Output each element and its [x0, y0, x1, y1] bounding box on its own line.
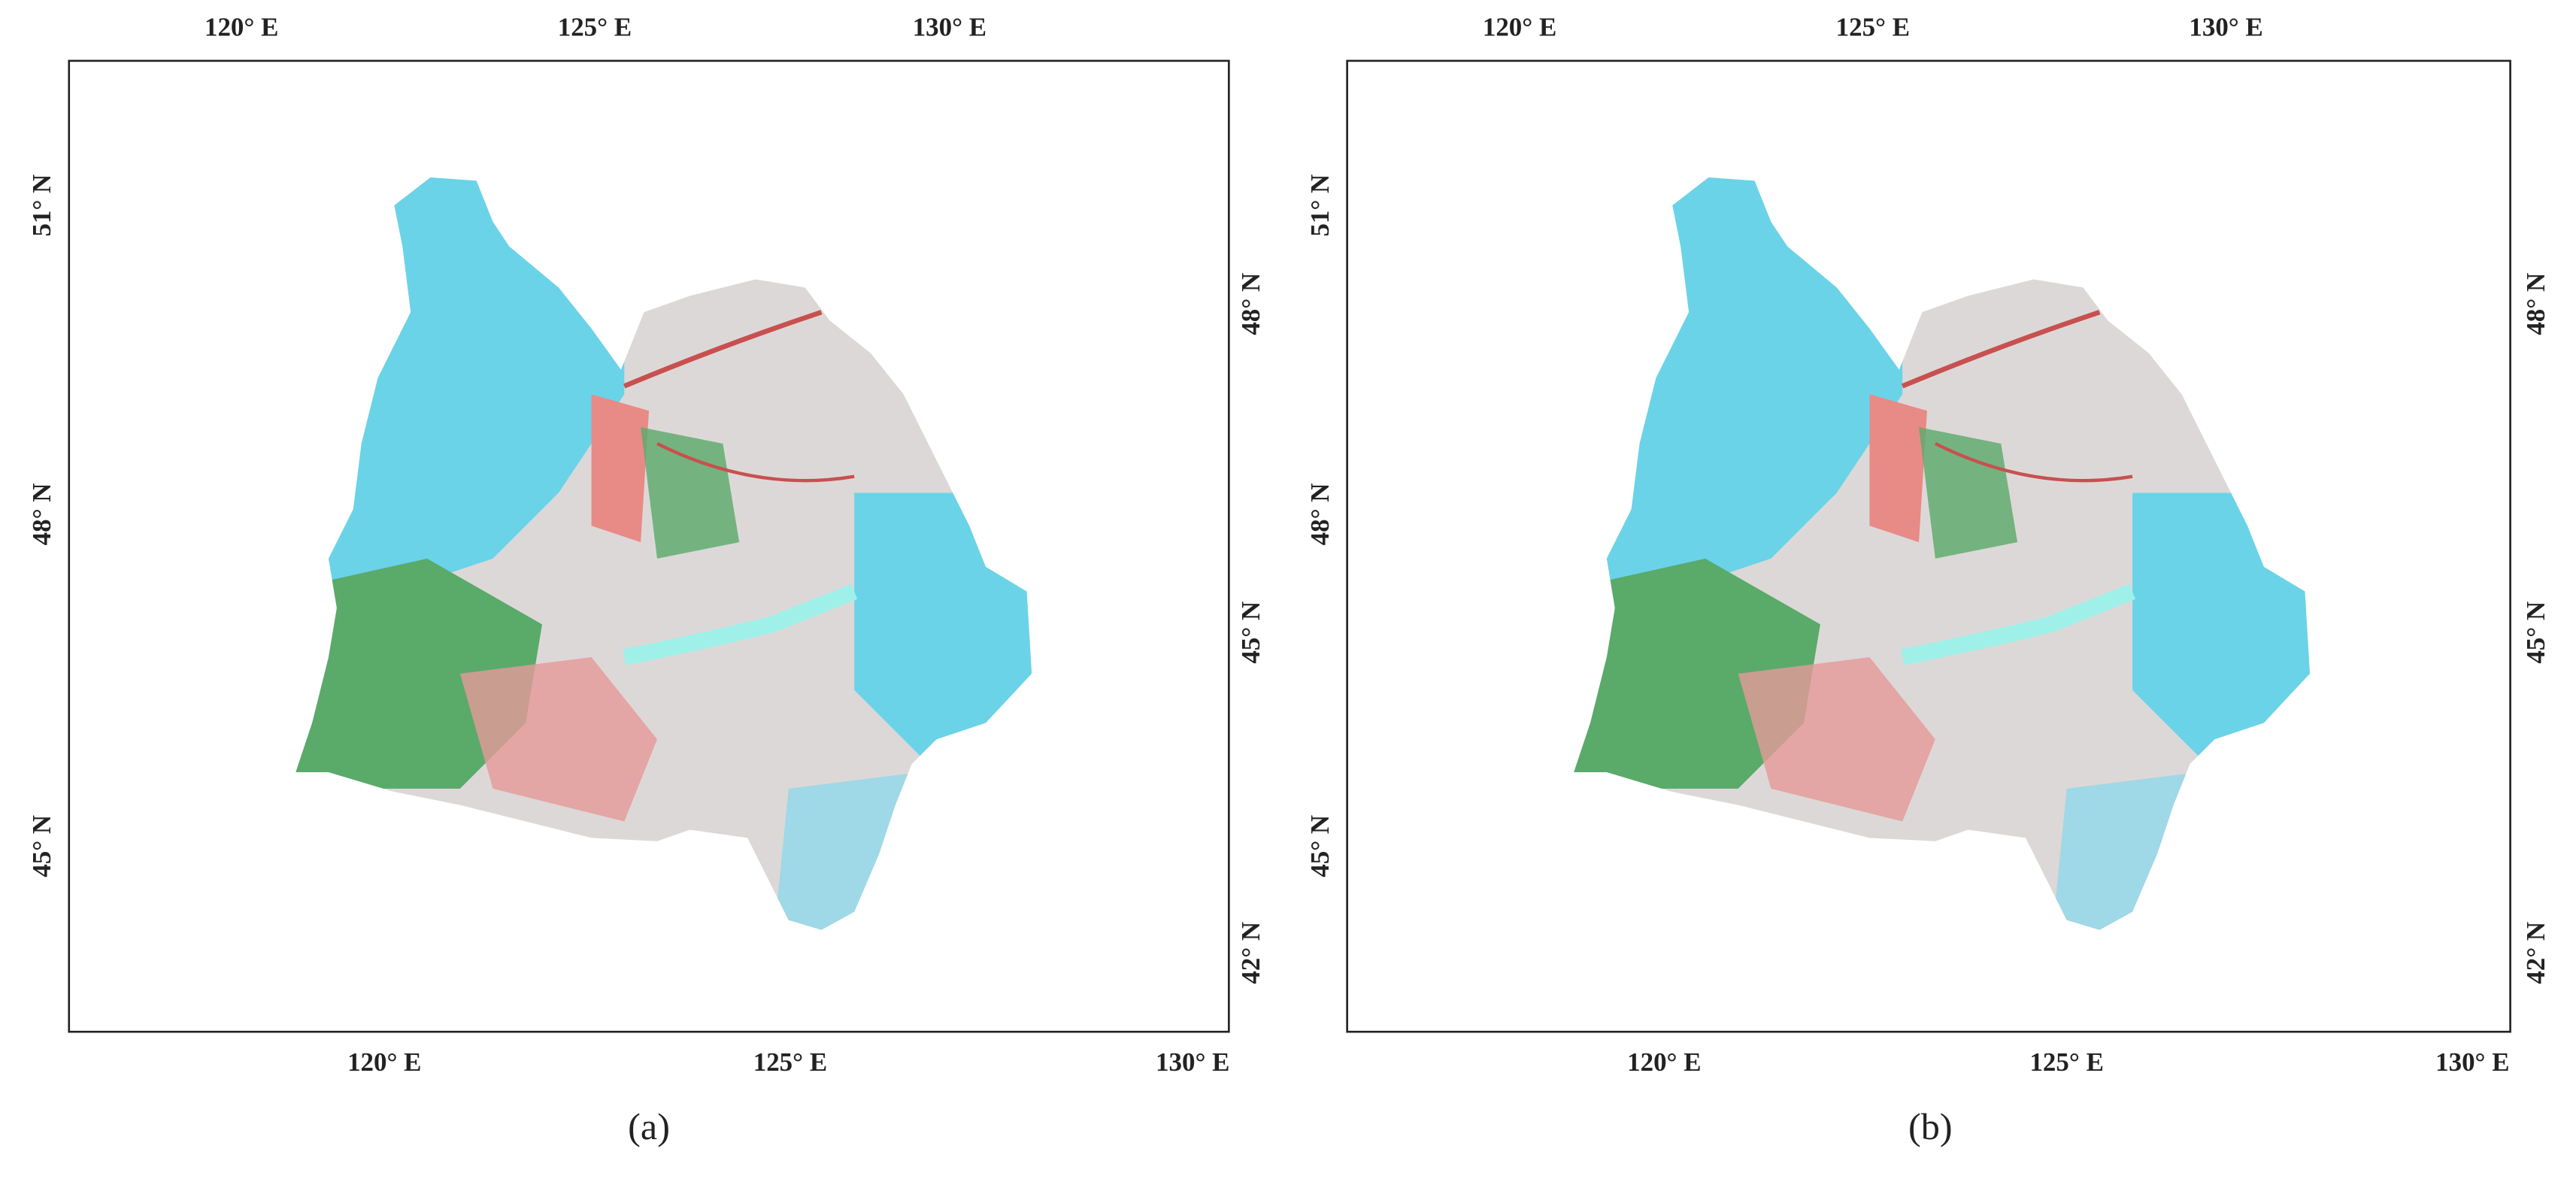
right-tick-label: 42° N: [1236, 922, 1265, 984]
bottom-tick-label: 120° E: [347, 1047, 421, 1077]
right-tick-label: 48° N: [1236, 273, 1265, 335]
top-tick-label: 125° E: [1836, 12, 1910, 41]
left-tick-label: 48° N: [27, 483, 56, 545]
right-tick-label: 42° N: [2521, 922, 2550, 984]
bottom-tick-label: 130° E: [1156, 1047, 1229, 1077]
top-tick-label: 130° E: [913, 12, 986, 41]
left-tick-label: 45° N: [1305, 815, 1335, 877]
top-tick-label: 130° E: [2189, 12, 2262, 41]
right-tick-label: 45° N: [2521, 602, 2550, 664]
bottom-tick-label: 130° E: [2435, 1047, 2509, 1077]
bottom-tick-label: 120° E: [1627, 1047, 1701, 1077]
left-tick-label: 51° N: [1305, 174, 1335, 237]
map: [1557, 165, 2329, 953]
top-tick-label: 120° E: [1483, 12, 1556, 41]
caption: (b): [1908, 1105, 1953, 1147]
map-frame: [68, 59, 1230, 1033]
panel-a: 120° E 125° E 130° E 120° E 125° E 130° …: [27, 12, 1265, 1147]
top-tick-label: 125° E: [558, 12, 632, 41]
top-tick-label: 120° E: [205, 12, 278, 41]
map-frame: [1346, 59, 2511, 1033]
map: [279, 165, 1051, 953]
left-tick-label: 45° N: [27, 815, 56, 877]
bottom-tick-label: 125° E: [2029, 1047, 2103, 1077]
bottom-tick-label: 125° E: [753, 1047, 827, 1077]
caption: (a): [628, 1105, 670, 1147]
left-tick-label: 51° N: [27, 174, 56, 237]
right-tick-label: 45° N: [1236, 602, 1265, 664]
left-tick-label: 48° N: [1305, 483, 1335, 545]
right-tick-label: 48° N: [2521, 273, 2550, 335]
panel-b: 120° E 125° E 130° E 120° E 125° E 130° …: [1305, 12, 2550, 1147]
